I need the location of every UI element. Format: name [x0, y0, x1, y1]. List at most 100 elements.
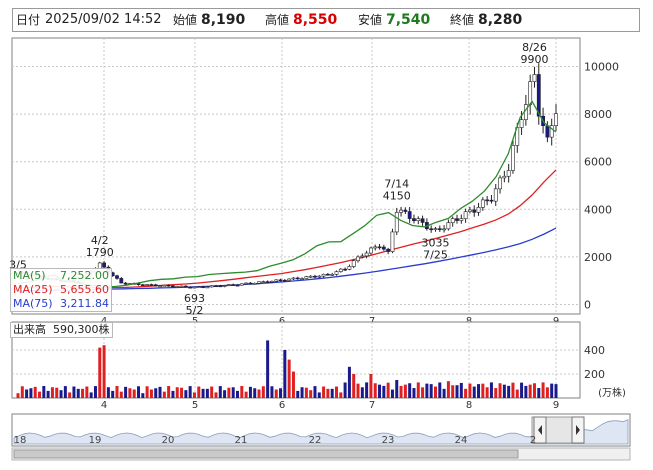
volume-bar	[128, 388, 132, 398]
candle-body	[485, 199, 490, 202]
volume-bar	[93, 386, 97, 398]
volume-bar	[416, 382, 420, 398]
volume-bar	[481, 383, 485, 398]
volume-bar	[162, 391, 166, 398]
volume-bar	[373, 383, 377, 398]
volume-x-tick: 5	[192, 400, 198, 411]
candle-body	[171, 285, 175, 288]
candle-body	[554, 113, 558, 126]
volume-bar	[257, 389, 261, 398]
volume-bar	[524, 385, 528, 398]
candle-body	[325, 273, 330, 276]
volume-bar	[528, 384, 532, 398]
volume-bar	[304, 387, 308, 398]
chevron-right-icon	[576, 425, 580, 435]
volume-bar	[85, 386, 89, 398]
volume-bar	[141, 393, 145, 398]
candle-body	[304, 276, 309, 279]
navigator-x-tick: 18	[14, 435, 27, 446]
low-value: 7,540	[386, 12, 431, 28]
navigator-x-tick: 22	[309, 435, 322, 446]
close-label: 終値	[450, 13, 475, 27]
candle-body	[450, 218, 455, 224]
candle-body	[321, 273, 326, 277]
volume-bar	[395, 380, 399, 398]
volume-bar	[322, 386, 326, 398]
volume-bar	[274, 389, 278, 398]
volume-bar	[317, 392, 321, 398]
volume-bar	[236, 390, 240, 398]
volume-legend: 出来高 590,300株	[10, 322, 113, 338]
volume-y-axis: 400 200	[584, 344, 605, 381]
volume-bar	[438, 382, 442, 398]
volume-bar	[459, 382, 463, 398]
candle-body	[201, 286, 205, 288]
candle-body	[442, 228, 446, 231]
volume-bar	[266, 340, 270, 398]
candle-body	[532, 74, 537, 82]
price-y-tick: 4000	[584, 203, 612, 216]
candle-body	[295, 277, 300, 280]
volume-bar	[455, 385, 459, 398]
navigator-x-tick: 21	[235, 435, 248, 446]
candle-body	[239, 283, 244, 286]
volume-bar	[421, 387, 425, 398]
scrollbar-thumb[interactable]	[13, 449, 519, 459]
volume-bar	[287, 359, 291, 398]
volume-bar	[446, 381, 450, 398]
volume-bar	[365, 382, 369, 398]
candle-body	[369, 247, 373, 254]
volume-label: 出来高	[13, 323, 46, 336]
annotation-label: 7/14	[384, 178, 409, 191]
volume-bar	[33, 386, 37, 398]
annotation-label: 4/2	[91, 234, 109, 247]
ma5-value: 7,252.00	[60, 269, 109, 282]
volume-bar	[515, 389, 519, 398]
volume-bar	[184, 390, 188, 398]
volume-bar	[81, 388, 85, 398]
volume-bar	[137, 386, 141, 398]
ma75-legend-row: MA(75) 3,211.84	[13, 297, 109, 311]
annotation-value: 5/2	[186, 304, 204, 317]
volume-bar	[149, 389, 153, 398]
volume-bar	[451, 385, 455, 398]
volume-bar	[330, 388, 334, 398]
volume-bar	[489, 382, 493, 398]
volume-bar	[102, 345, 106, 398]
candle-body	[373, 246, 378, 249]
volume-bar	[511, 382, 515, 398]
candle-body	[506, 170, 511, 177]
volume-bar	[223, 390, 227, 398]
candle-body	[338, 268, 343, 272]
volume-bar	[55, 387, 59, 398]
candle-body	[261, 281, 266, 283]
candle-body	[183, 285, 188, 288]
candle-body	[123, 282, 128, 285]
volume-bar	[541, 382, 545, 398]
volume-bar	[399, 385, 403, 398]
candle-body	[511, 145, 515, 171]
volume-bar	[192, 392, 196, 398]
ma75-value: 3,211.84	[60, 297, 109, 310]
volume-bar	[171, 390, 175, 398]
candle-body	[360, 255, 365, 258]
volume-bar	[532, 383, 536, 398]
open-value: 8,190	[201, 12, 246, 28]
volume-bar	[291, 371, 295, 398]
open-label: 始値	[173, 13, 198, 27]
candle-body	[153, 284, 158, 287]
candle-body	[364, 252, 369, 257]
candle-body	[437, 228, 442, 230]
volume-bar	[205, 388, 209, 398]
candle-body	[149, 284, 154, 286]
annotation-label: 3035	[421, 236, 449, 249]
ma25-value: 5,655.60	[60, 283, 109, 296]
volume-bar	[494, 388, 498, 398]
candle-body	[536, 74, 541, 117]
candle-body	[265, 281, 270, 283]
annotation-value: 1790	[86, 246, 114, 259]
candle-body	[248, 282, 253, 285]
candle-body	[545, 125, 550, 138]
